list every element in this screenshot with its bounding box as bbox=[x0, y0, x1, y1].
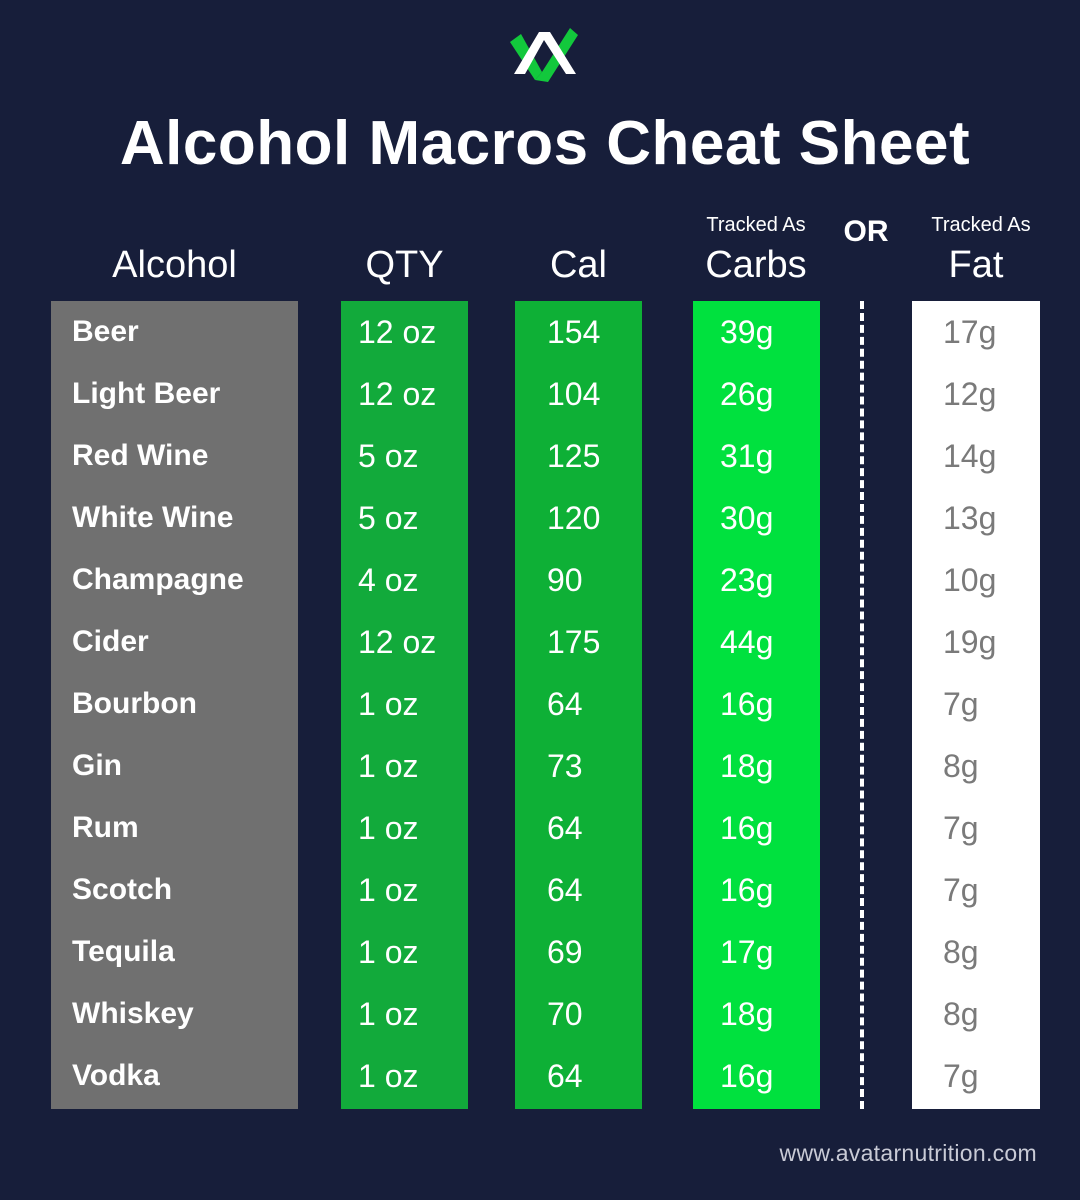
column-header-carbs: Carbs bbox=[705, 244, 807, 286]
drink-carbs: 23g bbox=[720, 562, 774, 598]
column-subheader-carbs: Tracked As bbox=[706, 214, 806, 236]
drink-name: Scotch bbox=[72, 873, 173, 906]
avatar-logo-icon bbox=[510, 28, 578, 82]
or-label: OR bbox=[843, 215, 889, 248]
drink-calories: 73 bbox=[547, 748, 583, 784]
drink-qty: 12 oz bbox=[358, 376, 437, 412]
drink-calories: 64 bbox=[547, 686, 583, 722]
drink-carbs: 16g bbox=[720, 1058, 774, 1094]
drink-calories: 64 bbox=[547, 810, 583, 846]
alcohol-column bbox=[51, 301, 298, 1109]
column-header-alcohol: Alcohol bbox=[112, 244, 237, 286]
fat-column bbox=[912, 301, 1040, 1109]
drink-qty: 1 oz bbox=[358, 872, 419, 908]
website-url: www.avatarnutrition.com bbox=[779, 1140, 1037, 1166]
drink-qty: 5 oz bbox=[358, 438, 419, 474]
drink-qty: 12 oz bbox=[358, 314, 437, 350]
drink-name: Beer bbox=[72, 315, 139, 348]
drink-calories: 154 bbox=[547, 314, 601, 350]
drink-name: Cider bbox=[72, 625, 149, 658]
drink-fat: 8g bbox=[943, 996, 979, 1032]
drink-calories: 175 bbox=[547, 624, 601, 660]
drink-fat: 7g bbox=[943, 810, 979, 846]
qty-column bbox=[341, 301, 468, 1109]
drink-carbs: 39g bbox=[720, 314, 774, 350]
drink-fat: 14g bbox=[943, 438, 997, 474]
cal-column bbox=[515, 301, 642, 1109]
drink-qty: 1 oz bbox=[358, 748, 419, 784]
drink-qty: 1 oz bbox=[358, 934, 419, 970]
drink-carbs: 31g bbox=[720, 438, 774, 474]
drink-calories: 70 bbox=[547, 996, 583, 1032]
drink-calories: 69 bbox=[547, 934, 583, 970]
drink-name: Bourbon bbox=[72, 687, 197, 720]
drink-fat: 8g bbox=[943, 934, 979, 970]
or-divider bbox=[860, 301, 864, 1109]
drink-name: Whiskey bbox=[72, 997, 194, 1030]
drink-fat: 7g bbox=[943, 1058, 979, 1094]
column-header-qty: QTY bbox=[365, 244, 444, 286]
drink-qty: 1 oz bbox=[358, 686, 419, 722]
drink-carbs: 18g bbox=[720, 748, 774, 784]
drink-calories: 125 bbox=[547, 438, 601, 474]
drink-qty: 4 oz bbox=[358, 562, 419, 598]
column-header-fat: Fat bbox=[948, 244, 1004, 286]
drink-qty: 1 oz bbox=[358, 996, 419, 1032]
drink-fat: 12g bbox=[943, 376, 997, 412]
drink-fat: 19g bbox=[943, 624, 997, 660]
drink-calories: 104 bbox=[547, 376, 601, 412]
carbs-column bbox=[693, 301, 820, 1109]
drink-calories: 64 bbox=[547, 872, 583, 908]
column-header-cal: Cal bbox=[549, 244, 608, 286]
drink-qty: 12 oz bbox=[358, 624, 437, 660]
drink-name: Red Wine bbox=[72, 439, 209, 472]
drink-name: Light Beer bbox=[72, 377, 221, 410]
drink-qty: 1 oz bbox=[358, 1058, 419, 1094]
drink-calories: 64 bbox=[547, 1058, 583, 1094]
drink-name: White Wine bbox=[72, 501, 234, 534]
drink-fat: 7g bbox=[943, 872, 979, 908]
drink-fat: 17g bbox=[943, 314, 997, 350]
column-subheader-fat: Tracked As bbox=[931, 214, 1031, 236]
drink-fat: 7g bbox=[943, 686, 979, 722]
drink-carbs: 26g bbox=[720, 376, 774, 412]
drink-qty: 5 oz bbox=[358, 500, 419, 536]
drink-name: Vodka bbox=[72, 1059, 160, 1092]
drink-carbs: 16g bbox=[720, 872, 774, 908]
drink-name: Champagne bbox=[72, 563, 244, 596]
page-title: Alcohol Macros Cheat Sheet bbox=[119, 109, 971, 178]
drink-fat: 13g bbox=[943, 500, 997, 536]
drink-carbs: 44g bbox=[720, 624, 774, 660]
logo-white-stroke bbox=[514, 32, 576, 74]
drink-carbs: 16g bbox=[720, 810, 774, 846]
drink-carbs: 18g bbox=[720, 996, 774, 1032]
drink-name: Rum bbox=[72, 811, 139, 844]
drink-fat: 8g bbox=[943, 748, 979, 784]
drink-fat: 10g bbox=[943, 562, 997, 598]
drink-carbs: 17g bbox=[720, 934, 774, 970]
drink-carbs: 30g bbox=[720, 500, 774, 536]
drink-name: Tequila bbox=[72, 935, 175, 968]
drink-calories: 90 bbox=[547, 562, 583, 598]
drink-name: Gin bbox=[72, 749, 122, 782]
drink-qty: 1 oz bbox=[358, 810, 419, 846]
drink-calories: 120 bbox=[547, 500, 601, 536]
drink-carbs: 16g bbox=[720, 686, 774, 722]
